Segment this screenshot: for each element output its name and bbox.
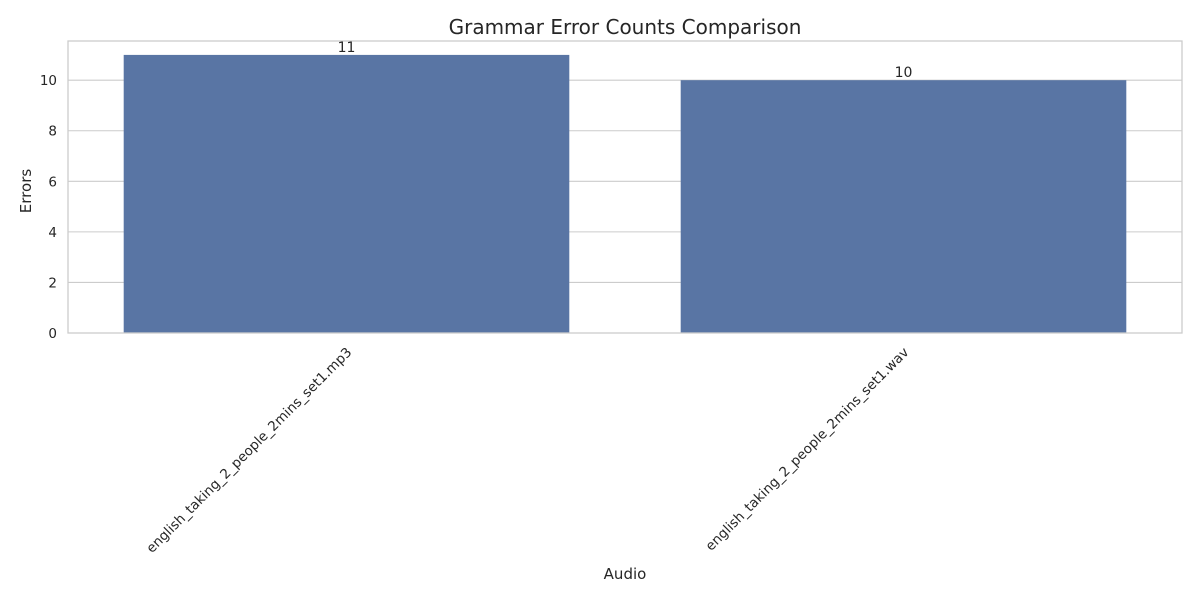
bar-value-label-0: 11: [338, 40, 356, 56]
x-tick-labels: english_taking_2_people_2mins_set1.mp3 en…: [143, 345, 912, 557]
y-tick-label-4: 8: [48, 124, 57, 140]
chart-title: Grammar Error Counts Comparison: [449, 15, 802, 39]
bar-value-label-1: 10: [895, 65, 913, 81]
y-tick-label-3: 6: [48, 174, 57, 190]
y-tick-label-1: 2: [48, 275, 57, 291]
y-axis-label: Errors: [17, 169, 35, 214]
x-tick-label-1: english_taking_2_people_2mins_set1.wav: [702, 345, 912, 555]
bar-layer: [123, 54, 1127, 334]
bar-0: [123, 54, 570, 334]
x-tick-label-0: english_taking_2_people_2mins_set1.mp3: [143, 345, 355, 557]
bar-1: [680, 80, 1127, 333]
y-tick-label-5: 10: [40, 73, 57, 89]
plot-frame: [67, 40, 1183, 334]
data-labels: 11 10: [338, 40, 913, 81]
y-tick-labels: 0 2 4 6 8 10: [40, 73, 57, 342]
x-axis-label: Audio: [604, 565, 647, 583]
y-tick-label-0: 0: [48, 326, 57, 342]
y-tick-label-2: 4: [48, 225, 57, 241]
